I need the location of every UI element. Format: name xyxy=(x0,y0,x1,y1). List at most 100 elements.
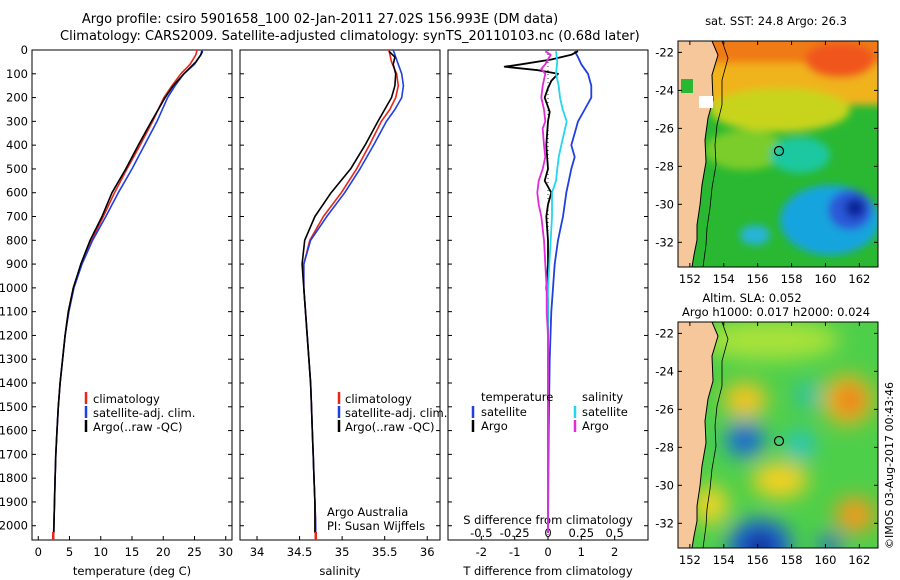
sst-green-warm xyxy=(705,130,785,170)
salinity-x-tick-label: 35 xyxy=(335,545,350,559)
legend-label-climatology: climatology xyxy=(93,392,160,406)
difference-plot: -2 -1 0 1 2-0.5 -0.25 0 0.25 0.5S difference fro… xyxy=(448,49,648,578)
salinity-argo-line xyxy=(301,50,397,533)
depth-tick-label: 1400 xyxy=(0,376,28,390)
temperature-plot: 0100200300400500600700800900100011001200… xyxy=(0,43,233,578)
temperature-x-tick-label: 10 xyxy=(93,545,108,559)
temperature-panel-frame xyxy=(31,49,233,541)
legend-label-satellite: satellite-adj. clim. xyxy=(93,406,195,420)
sla-land xyxy=(678,322,718,548)
difference-temp-satellite-line xyxy=(547,50,593,533)
legend-label-temp-satellite: satellite xyxy=(481,405,527,419)
depth-tick-label: 700 xyxy=(6,210,28,224)
sst-map-title: sat. SST: 24.8 Argo: 26.3 xyxy=(705,14,847,28)
map-x-tick-label: 160 xyxy=(814,553,836,567)
sla-map-title-line1: Altim. SLA: 0.052 xyxy=(702,291,801,305)
map-x-tick-label: 158 xyxy=(781,553,803,567)
imos-credit: ©IMOS 03-Aug-2017 00:43:46 xyxy=(883,382,896,549)
temperature-x-tick-label: 15 xyxy=(125,545,140,559)
depth-tick-label: 1000 xyxy=(0,281,28,295)
temperature-x-tick-label: 30 xyxy=(218,545,233,559)
difference-sal-argo-line xyxy=(536,50,552,533)
sst-shelf-contour xyxy=(702,41,729,267)
sla-yellow-1 xyxy=(723,382,767,418)
annotation-argo-australia: Argo Australia xyxy=(327,505,408,519)
map-y-tick-label: -26 xyxy=(655,402,674,416)
map-x-tick-label: 154 xyxy=(713,553,735,567)
legend-header-temperature: temperature xyxy=(481,390,553,404)
difference-t-x-tick-label: -2 xyxy=(476,545,487,559)
depth-tick-label: 1900 xyxy=(0,495,28,509)
legend-label-sal-argo: Argo xyxy=(582,419,609,433)
sst-coastal-green-patch xyxy=(681,79,693,93)
map-y-tick-label: -24 xyxy=(655,364,674,378)
sla-profile-marker xyxy=(773,435,785,447)
map-y-tick-label: -26 xyxy=(655,121,674,135)
depth-tick-label: 400 xyxy=(6,138,28,152)
temperature-x-tick-label: 5 xyxy=(66,545,73,559)
depth-tick-label: 1700 xyxy=(0,447,28,461)
legend-label-sal-satellite: satellite xyxy=(582,405,628,419)
temperature-x-tick-label: 0 xyxy=(35,545,42,559)
temperature-x-label: temperature (deg C) xyxy=(73,564,191,578)
depth-tick-label: 2000 xyxy=(0,519,28,533)
sla-coastline xyxy=(691,322,719,548)
map-x-tick-label: 156 xyxy=(747,553,769,567)
salinity-plot: 34 34.5 35 35.5 36 salinity xyxy=(240,49,440,578)
depth-tick-label: 300 xyxy=(6,114,28,128)
map-y-tick-label: -30 xyxy=(655,478,674,492)
sla-highs-top xyxy=(700,322,840,360)
difference-s-tick-label: 0 xyxy=(544,526,551,540)
sla-blue-eddy-2 xyxy=(728,519,792,548)
difference-t-x-tick-label: -1 xyxy=(509,545,520,559)
sla-map-frame xyxy=(677,321,879,549)
depth-tick-label: 1500 xyxy=(0,400,28,414)
legend-label-temp-argo: Argo xyxy=(481,419,508,433)
difference-sal-satellite-line xyxy=(547,51,568,533)
salinity-legend: climatology satellite-adj. clim. Argo(..… xyxy=(327,392,447,533)
sst-map-axes: 152 154 156 158 160 162 -22 -24 -26 -28 -30 -32 xyxy=(655,41,878,286)
depth-tick-label: 200 xyxy=(6,91,28,105)
legend-label-climatology: climatology xyxy=(345,392,412,406)
sst-coastal-white-patch xyxy=(699,96,713,108)
map-y-tick-label: -32 xyxy=(655,516,674,530)
map-y-tick-label: -28 xyxy=(655,440,674,454)
salinity-x-tick-label: 36 xyxy=(420,545,435,559)
map-y-tick-label: -28 xyxy=(655,159,674,173)
sla-blue-eddy-3 xyxy=(818,535,842,548)
map-x-tick-label: 154 xyxy=(713,272,735,286)
sla-shelf-contour xyxy=(702,322,729,548)
sla-blue-eddy-core-1 xyxy=(736,432,754,448)
difference-s-tick-label: 0.5 xyxy=(606,526,624,540)
depth-tick-label: 1100 xyxy=(0,305,28,319)
depth-tick-label: 1300 xyxy=(0,352,28,366)
salinity-x-tick-label: 35.5 xyxy=(372,545,398,559)
sst-yellow-meander xyxy=(710,88,850,132)
map-y-tick-label: -24 xyxy=(655,83,674,97)
sst-map-frame xyxy=(677,40,879,268)
temperature-x-tick-label: 25 xyxy=(187,545,202,559)
sla-yellow-4 xyxy=(692,485,728,525)
salinity-x-label: salinity xyxy=(319,564,360,578)
salinity-satellite-line xyxy=(302,49,405,540)
salinity-x-tick-label: 34 xyxy=(250,545,265,559)
difference-t-x-tick-label: 0 xyxy=(544,545,551,559)
map-x-tick-label: 160 xyxy=(814,272,836,286)
map-x-tick-label: 152 xyxy=(679,553,701,567)
sst-map xyxy=(678,41,878,267)
sst-profile-marker xyxy=(773,145,785,157)
map-x-tick-label: 162 xyxy=(848,272,870,286)
map-x-tick-label: 162 xyxy=(848,553,870,567)
sla-orange-high xyxy=(838,386,862,414)
sst-coastline xyxy=(691,41,719,267)
sla-map-title-line2: Argo h1000: 0.017 h2000: 0.024 xyxy=(682,305,870,319)
temperature-satellite-line xyxy=(52,49,203,541)
legend-label-argo: Argo(..raw -QC) xyxy=(93,420,183,434)
sst-deep-blue-patch xyxy=(845,198,865,218)
depth-tick-label: 1200 xyxy=(0,328,28,342)
map-y-tick-label: -22 xyxy=(655,45,674,59)
legend-label-argo: Argo(..raw -QC) xyxy=(345,420,435,434)
map-y-tick-label: -30 xyxy=(655,197,674,211)
temperature-climatology-line xyxy=(52,49,198,541)
